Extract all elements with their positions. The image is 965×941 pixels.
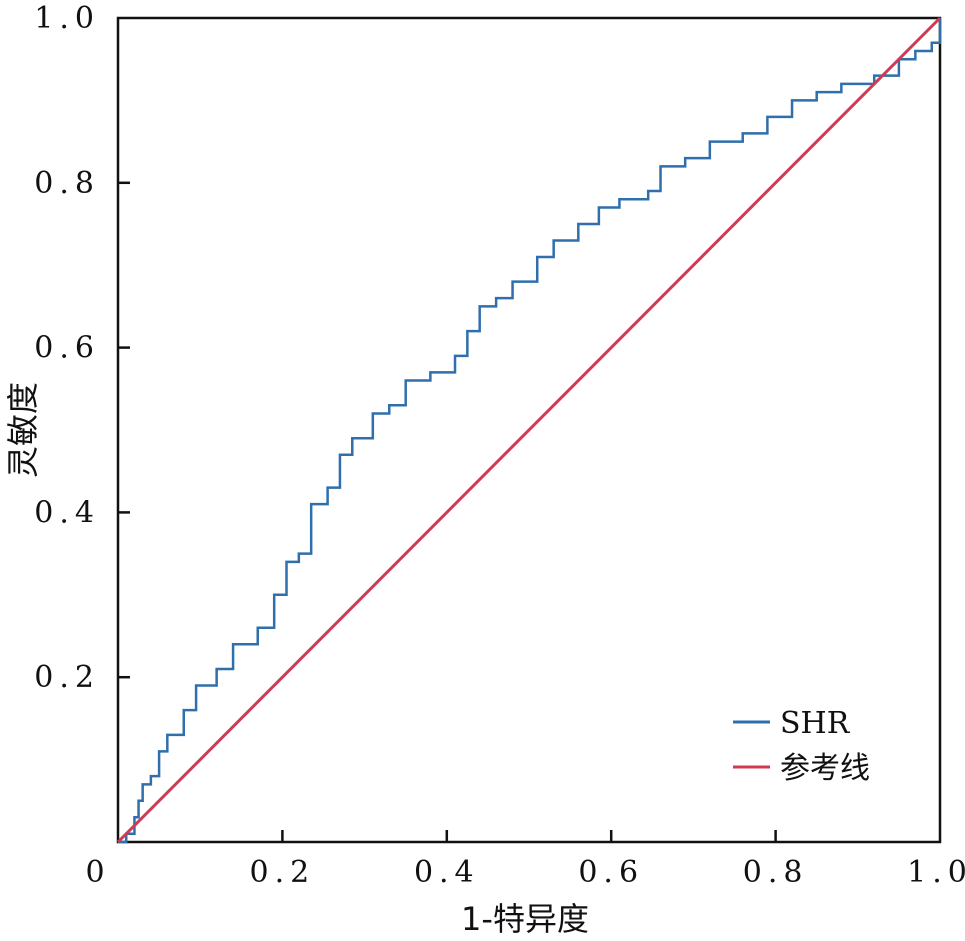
x-tick-label: 0.4 — [414, 855, 480, 890]
x-tick-label: 0.8 — [743, 855, 809, 890]
series-line-1 — [116, 16, 942, 844]
x-tick-label: 1.0 — [907, 855, 965, 890]
y-tick-label: 1.0 — [34, 1, 100, 36]
series-lines — [116, 16, 942, 844]
y-tick-label: 0.2 — [34, 660, 100, 695]
legend-label: 参考线 — [780, 751, 870, 786]
y-tick-label: 0.6 — [34, 331, 100, 366]
y-tick-label: 0.4 — [34, 495, 100, 530]
legend-label: SHR — [780, 706, 851, 741]
y-axis-title: 灵敏度 — [4, 382, 42, 478]
axis-ticks: 0 0.2 0.4 0.6 0.8 1.0 0.2 0.4 0.6 0.8 1.0 — [34, 1, 965, 890]
series-line-0 — [118, 18, 942, 844]
y-tick-label: 0.8 — [34, 166, 100, 201]
x-axis-title: 1-特异度 — [461, 900, 589, 938]
x-tick-label: 0 — [85, 855, 110, 890]
legend: SHR 参考线 — [733, 706, 870, 786]
plot-frame — [116, 16, 942, 844]
x-tick-label: 0.2 — [250, 855, 316, 890]
x-tick-label: 0.6 — [578, 855, 644, 890]
